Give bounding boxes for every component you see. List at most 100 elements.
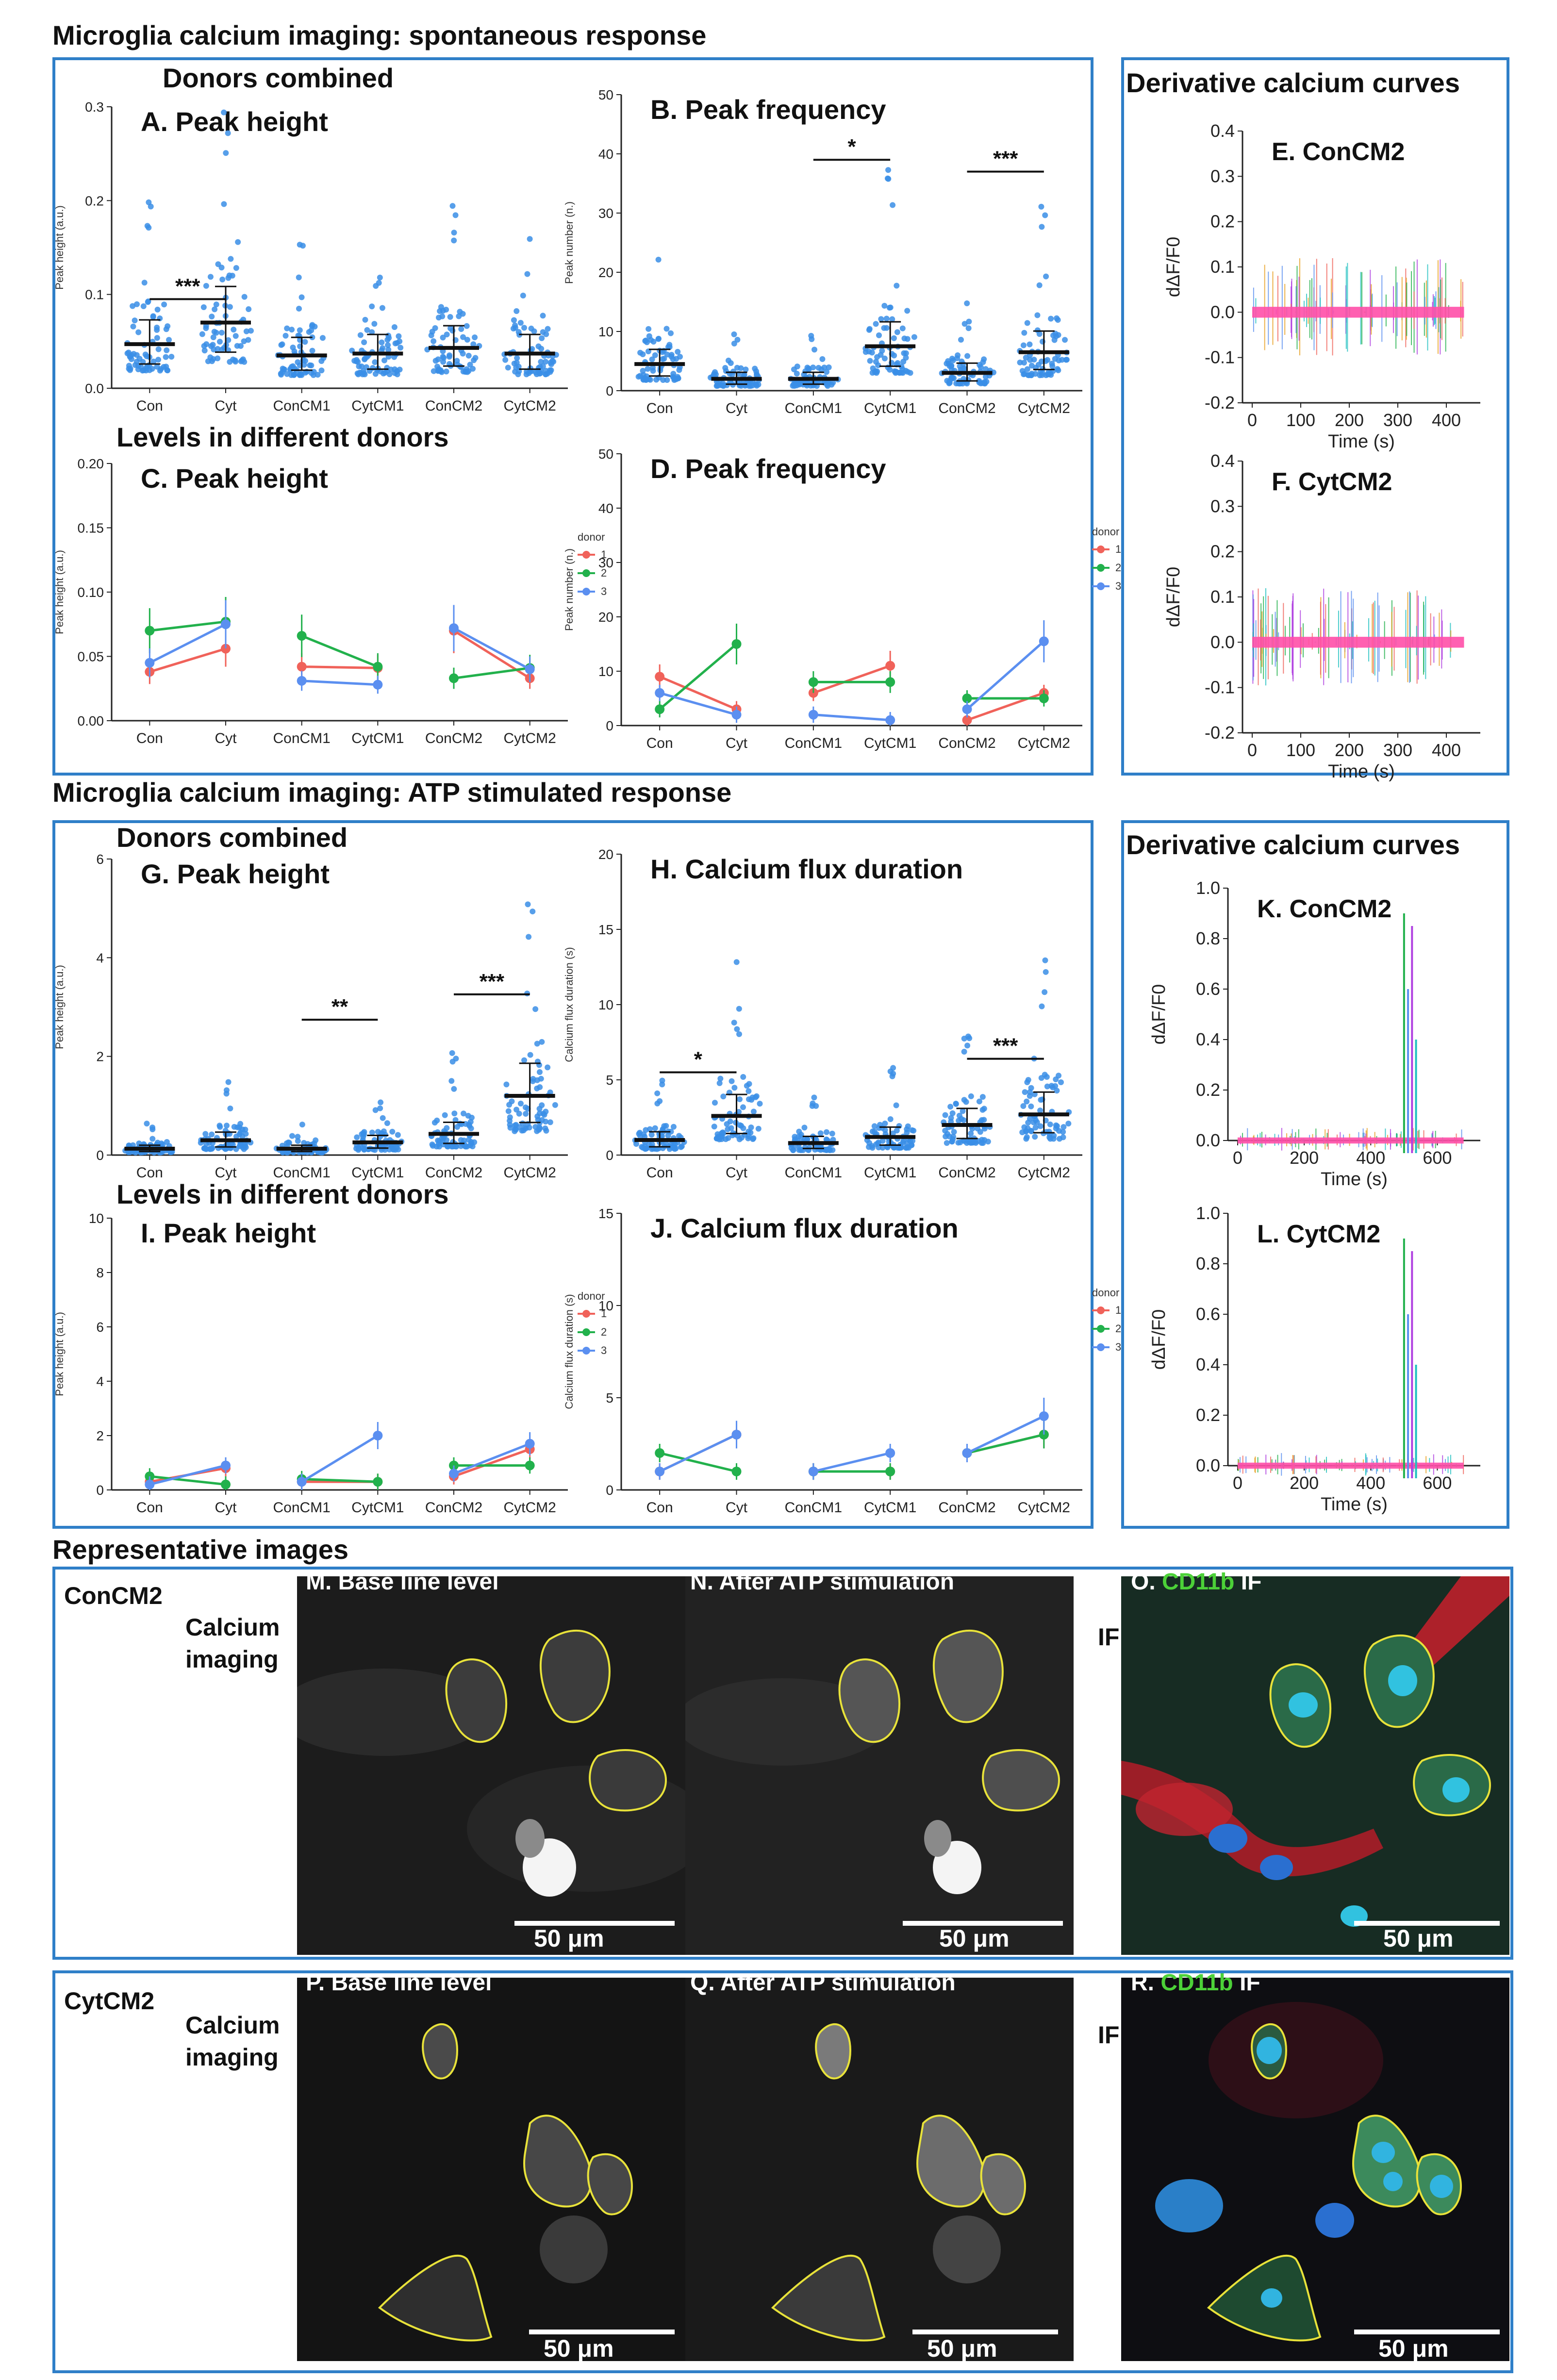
x-axis-label-E: Time (s) bbox=[1328, 431, 1395, 452]
data-point bbox=[299, 1122, 305, 1128]
data-point bbox=[216, 339, 223, 345]
data-point bbox=[163, 354, 169, 360]
legend-title: donor bbox=[578, 531, 605, 543]
data-point bbox=[720, 1093, 727, 1100]
series-point-donor-3 bbox=[808, 1467, 818, 1476]
data-point bbox=[446, 353, 452, 360]
data-point bbox=[745, 1088, 752, 1094]
data-point bbox=[525, 901, 531, 908]
xtick-label: Con bbox=[646, 1500, 673, 1516]
data-point bbox=[552, 1102, 558, 1108]
data-point bbox=[652, 1125, 658, 1131]
rep-row2-box bbox=[52, 1970, 1513, 2373]
image-N-label: N. After ATP stimulation bbox=[690, 1569, 955, 1595]
data-point bbox=[543, 1127, 549, 1134]
data-point bbox=[467, 1119, 474, 1125]
data-point bbox=[521, 1125, 528, 1131]
legend-marker bbox=[1097, 1325, 1105, 1333]
data-point bbox=[543, 371, 549, 378]
data-point bbox=[470, 341, 477, 347]
xtick-label: 100 bbox=[1286, 410, 1315, 430]
data-point bbox=[534, 1085, 540, 1091]
data-point bbox=[643, 1127, 649, 1133]
data-point bbox=[1054, 1123, 1060, 1129]
data-point bbox=[166, 337, 172, 343]
data-point bbox=[733, 959, 740, 965]
data-point bbox=[218, 330, 225, 336]
data-point bbox=[720, 382, 726, 389]
xtick-label: Con bbox=[136, 730, 163, 746]
rep-row1-box bbox=[52, 1567, 1513, 1960]
data-point bbox=[539, 1102, 545, 1108]
ytick-label: 40 bbox=[598, 147, 613, 162]
legend-label: 1 bbox=[1115, 1304, 1121, 1316]
legend-label: 2 bbox=[601, 1326, 607, 1338]
data-point bbox=[128, 356, 134, 362]
data-point bbox=[296, 305, 302, 312]
data-point bbox=[1048, 315, 1054, 322]
panel-title-I: I. Peak height bbox=[141, 1218, 316, 1248]
data-point bbox=[458, 326, 464, 332]
data-point bbox=[949, 1110, 956, 1116]
data-point bbox=[728, 1125, 734, 1131]
xtick-label: CytCM1 bbox=[351, 730, 404, 746]
data-point bbox=[538, 359, 544, 365]
data-point bbox=[543, 1118, 549, 1124]
data-point bbox=[440, 308, 446, 314]
data-point bbox=[540, 313, 546, 319]
data-point bbox=[1024, 1098, 1030, 1105]
data-point bbox=[887, 1116, 894, 1122]
data-point bbox=[290, 345, 296, 351]
data-point bbox=[1021, 360, 1027, 366]
ytick-label: 0.3 bbox=[1210, 166, 1235, 186]
data-point bbox=[649, 1141, 655, 1147]
data-point bbox=[1052, 1083, 1059, 1089]
series-line-donor-1 bbox=[301, 665, 378, 669]
data-point bbox=[896, 1123, 902, 1129]
data-point bbox=[308, 363, 315, 369]
xtick-label: 200 bbox=[1290, 1148, 1319, 1168]
data-point bbox=[1017, 359, 1023, 365]
data-point bbox=[876, 332, 882, 338]
legend-label: 3 bbox=[601, 1344, 607, 1356]
xtick-label: 400 bbox=[1356, 1473, 1385, 1493]
xtick-label: CytCM1 bbox=[864, 735, 916, 751]
data-point bbox=[241, 338, 247, 345]
data-point bbox=[979, 1094, 986, 1100]
data-point bbox=[468, 1140, 475, 1146]
data-point bbox=[736, 1006, 742, 1012]
xtick-label: Cyt bbox=[726, 400, 748, 416]
data-point bbox=[521, 1057, 528, 1063]
data-point bbox=[911, 1127, 917, 1134]
data-point bbox=[944, 1140, 950, 1146]
data-point bbox=[734, 364, 740, 371]
x-axis-label-K: Time (s) bbox=[1321, 1169, 1388, 1190]
data-point bbox=[447, 325, 454, 331]
data-point bbox=[663, 326, 670, 332]
data-point bbox=[386, 371, 393, 378]
data-point bbox=[539, 1039, 545, 1045]
data-point bbox=[207, 354, 214, 361]
series-point-donor-3 bbox=[449, 623, 459, 633]
data-point bbox=[961, 1035, 967, 1041]
data-point bbox=[1052, 331, 1059, 337]
data-point bbox=[1039, 224, 1045, 230]
data-point bbox=[372, 1107, 379, 1113]
data-point bbox=[130, 303, 136, 309]
data-point bbox=[712, 1100, 718, 1106]
ytick-label: 2 bbox=[96, 1049, 104, 1064]
xtick-label: ConCM2 bbox=[938, 400, 995, 416]
image-O-if: IF bbox=[1234, 1569, 1262, 1595]
data-point bbox=[750, 1135, 757, 1141]
data-point bbox=[869, 349, 875, 356]
significance-stars: *** bbox=[993, 1034, 1018, 1058]
data-point bbox=[223, 1123, 230, 1129]
chart-A: 0.0 0.1 0.2 0.3 Peak height (a.u.) Con Cyt ConC… bbox=[53, 99, 568, 414]
derivative-heading-1: Derivative calcium curves bbox=[1126, 67, 1460, 98]
y-axis-label-I: Peak height (a.u.) bbox=[53, 1312, 66, 1396]
data-point bbox=[543, 359, 549, 365]
xtick-label: CytCM2 bbox=[1018, 735, 1070, 751]
xtick-label: 0 bbox=[1233, 1473, 1242, 1493]
data-point bbox=[142, 351, 149, 358]
atp-derivative-box bbox=[1121, 820, 1509, 1529]
